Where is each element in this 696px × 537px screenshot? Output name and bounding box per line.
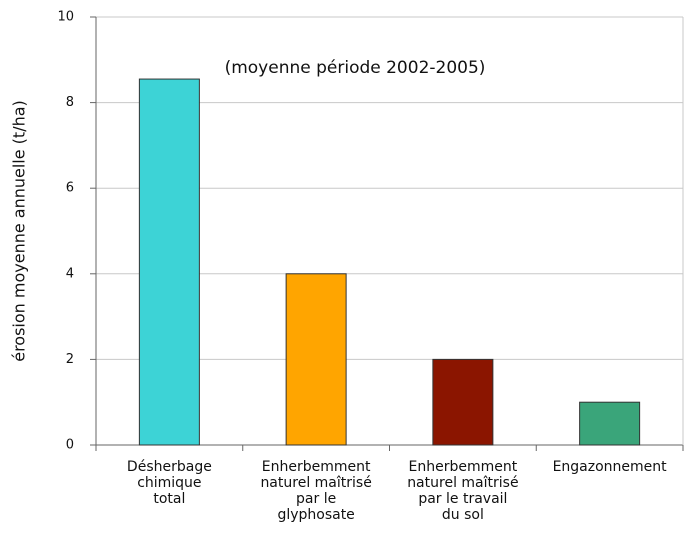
x-tick-label: total [153, 491, 185, 507]
y-tick-label: 8 [66, 95, 74, 110]
x-tick-label: par le [296, 491, 336, 507]
x-tick-label: Enherbemment [262, 459, 371, 475]
x-tick-label: Enherbemment [409, 459, 518, 475]
y-tick-label: 6 [66, 181, 74, 196]
x-tick-label: Désherbage [127, 459, 212, 475]
bar [285, 273, 347, 446]
x-tick-label: Engazonnement [553, 459, 668, 475]
y-tick-label: 2 [66, 352, 74, 367]
annotation: (moyenne période 2002-2005) [225, 58, 486, 78]
x-tick-label: naturel maîtrisé [260, 475, 371, 491]
y-tick-label: 10 [57, 10, 74, 25]
x-tick-label: par le travail [418, 491, 507, 507]
y-tick-label: 0 [66, 438, 74, 453]
y-axis-label: érosion moyenne annuelle (t/ha) [10, 100, 29, 362]
x-tick-label: chimique [137, 475, 201, 491]
x-tick-label: glyphosate [277, 507, 354, 523]
bar [432, 358, 494, 446]
bar [579, 401, 641, 446]
x-tick-label: naturel maîtrisé [407, 475, 518, 491]
y-tick-label: 4 [66, 266, 74, 281]
x-tick-label: du sol [442, 507, 484, 523]
bar [138, 78, 200, 446]
